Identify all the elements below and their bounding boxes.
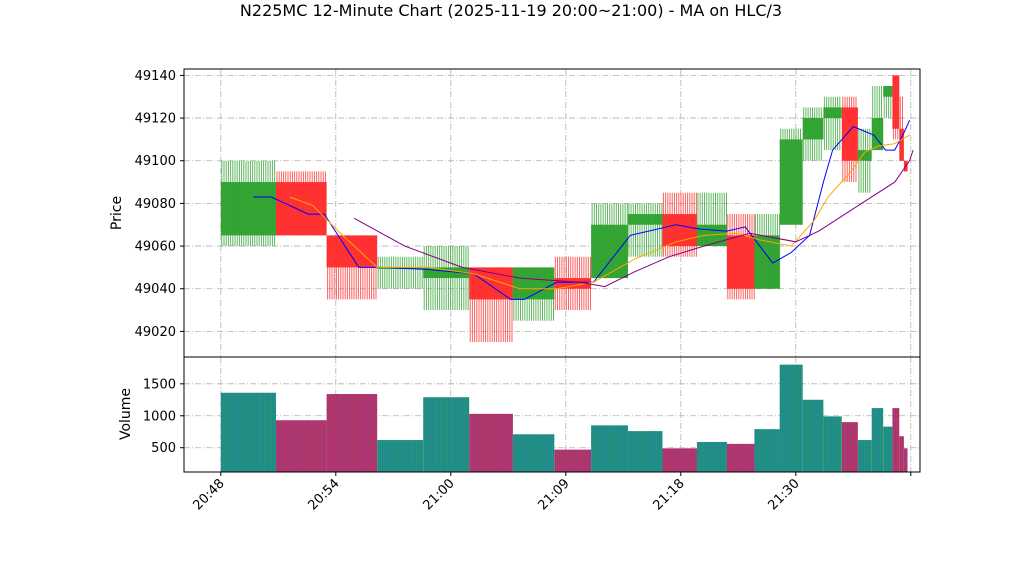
candle-body-7 bbox=[554, 278, 592, 289]
volume-bar-stripes-10 bbox=[662, 448, 697, 472]
candle-body-9 bbox=[627, 214, 663, 225]
candle-body-19 bbox=[871, 118, 884, 151]
volume-bar-stripes-23 bbox=[904, 448, 908, 472]
volume-tick-label-0: 500 bbox=[151, 441, 176, 456]
ma-line-0 bbox=[253, 119, 911, 300]
price-axis-label: Price bbox=[109, 196, 125, 230]
volume-bar-stripes-4 bbox=[423, 397, 469, 472]
price-tick-label-3: 49080 bbox=[135, 197, 176, 212]
candle-body-2 bbox=[326, 235, 378, 268]
candle-body-21 bbox=[892, 75, 900, 129]
moving-average-lines bbox=[253, 119, 914, 300]
volume-axis-label: Volume bbox=[118, 388, 134, 440]
candle-wick-7 bbox=[554, 256, 591, 311]
candle-body-16 bbox=[823, 107, 842, 119]
volume-bar-stripes-16 bbox=[823, 416, 841, 472]
candle-wick-16 bbox=[823, 96, 841, 151]
volume-bar-stripes-17 bbox=[842, 422, 857, 472]
candle-body-11 bbox=[696, 224, 727, 247]
price-candles bbox=[220, 75, 908, 343]
volume-bar-stripes-21 bbox=[892, 408, 899, 472]
volume-bar-stripes-14 bbox=[780, 364, 801, 472]
volume-bar-10 bbox=[662, 448, 697, 472]
volume-bar-stripes-11 bbox=[697, 441, 727, 472]
volume-y-ticks: 500 1000 1500 bbox=[143, 377, 184, 456]
candle-body-8 bbox=[591, 224, 628, 279]
volume-bars bbox=[220, 364, 908, 472]
volume-bar-stripes-8 bbox=[591, 425, 628, 472]
volume-bar-13 bbox=[754, 429, 780, 472]
volume-bar-stripes-15 bbox=[803, 399, 822, 472]
volume-bar-stripes-5 bbox=[469, 413, 513, 472]
volume-bar-22 bbox=[899, 436, 904, 472]
candle-body-12 bbox=[726, 235, 755, 289]
volume-bar-stripes-18 bbox=[858, 440, 871, 472]
price-tick-label-6: 49140 bbox=[135, 69, 176, 84]
volume-bar-stripes-2 bbox=[327, 394, 377, 472]
volume-bar-5 bbox=[469, 413, 513, 472]
candle-body-5 bbox=[469, 267, 513, 300]
ma-line-1 bbox=[289, 134, 910, 290]
candle-body-20 bbox=[883, 86, 893, 97]
candle-body-22 bbox=[899, 128, 904, 161]
candle-wick-9 bbox=[628, 203, 663, 257]
candle-body-14 bbox=[779, 139, 803, 225]
volume-tick-label-1: 1000 bbox=[143, 409, 176, 424]
candle-body-17 bbox=[841, 107, 858, 161]
volume-bar-stripes-6 bbox=[513, 434, 554, 472]
price-tick-label-2: 49060 bbox=[135, 240, 176, 255]
price-tick-label-1: 49040 bbox=[135, 282, 176, 297]
ma-line-2 bbox=[353, 149, 914, 288]
chart-title: N225MC 12-Minute Chart (2025-11-19 20:00… bbox=[240, 1, 782, 20]
candle-wick-3 bbox=[377, 256, 423, 289]
volume-tick-label-2: 1500 bbox=[143, 377, 176, 392]
price-tick-label-4: 49100 bbox=[135, 154, 176, 169]
volume-bar-stripes-12 bbox=[727, 443, 755, 472]
volume-bar-stripes-0 bbox=[221, 392, 276, 472]
volume-bar-stripes-19 bbox=[872, 408, 882, 472]
volume-bar-stripes-13 bbox=[754, 429, 781, 472]
volume-bar-stripes-7 bbox=[554, 449, 591, 472]
candle-wick-4 bbox=[423, 246, 469, 311]
volume-panel-frame bbox=[183, 356, 921, 473]
volume-bar-stripes-9 bbox=[628, 431, 663, 472]
candle-body-18 bbox=[857, 150, 872, 161]
price-y-ticks: 49020 49040 49060 49080 49100 49120 49140 bbox=[135, 69, 184, 340]
price-tick-label-0: 49020 bbox=[135, 325, 176, 340]
volume-bar-23 bbox=[903, 448, 908, 472]
volume-bar-stripes-22 bbox=[899, 436, 903, 472]
volume-bar-stripes-1 bbox=[276, 420, 326, 472]
candle-body-1 bbox=[276, 182, 327, 236]
candle-body-0 bbox=[220, 182, 276, 236]
volume-bar-20 bbox=[883, 426, 893, 472]
volume-bar-stripes-3 bbox=[377, 440, 423, 472]
candle-body-4 bbox=[423, 267, 470, 279]
price-tick-label-5: 49120 bbox=[135, 112, 176, 127]
candle-body-15 bbox=[802, 118, 824, 140]
volume-bar-stripes-20 bbox=[883, 426, 892, 472]
